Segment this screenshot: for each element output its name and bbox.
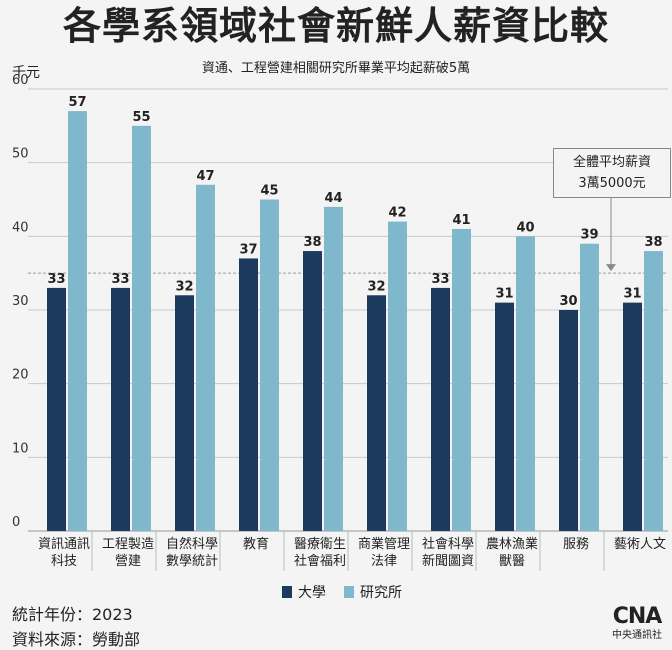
logo-text: 中央通訊社	[612, 630, 662, 641]
bar-graduate	[68, 111, 87, 531]
data-label-graduate: 41	[452, 213, 470, 228]
bar-university	[239, 258, 258, 531]
x-category-label: 資訊通訊	[38, 537, 90, 552]
y-tick-label: 20	[12, 368, 29, 383]
bar-university	[431, 287, 450, 531]
legend-label-graduate: 研究所	[360, 585, 402, 601]
x-category-label: 商業管理	[358, 536, 410, 552]
y-tick-label: 10	[12, 441, 29, 456]
bar-university	[175, 295, 194, 531]
data-label-university: 33	[47, 272, 65, 287]
bar-university	[47, 287, 66, 531]
bar-graduate	[516, 236, 535, 532]
bar-university	[367, 295, 386, 531]
data-label-graduate: 57	[68, 95, 86, 110]
x-category-label: 數學統計	[166, 553, 218, 569]
data-label-university: 30	[559, 294, 577, 309]
statistics-year: 統計年份：2023	[12, 605, 133, 624]
bar-university	[559, 310, 578, 531]
average-note-line-1: 全體平均薪資	[572, 155, 651, 170]
bar-graduate	[132, 125, 151, 531]
data-label-university: 32	[175, 279, 193, 294]
data-label-graduate: 45	[260, 184, 278, 199]
y-tick-label: 30	[12, 294, 29, 309]
cna-logo: CNA 中央通訊社	[606, 604, 668, 648]
data-source: 資料來源：勞動部	[12, 630, 141, 649]
chart-subtitle: 資通、工程營建相關研究所畢業平均起薪破5萬	[201, 61, 471, 76]
x-category-label: 農林漁業	[486, 536, 538, 552]
data-label-graduate: 38	[644, 235, 662, 250]
bar-graduate	[388, 221, 407, 531]
legend-item-university: 大學	[282, 582, 326, 602]
legend-swatch-graduate	[344, 586, 354, 598]
x-category-label: 教育	[243, 536, 269, 552]
legend-item-graduate: 研究所	[344, 582, 402, 602]
logo-mark: CNA	[612, 604, 663, 629]
data-label-graduate: 42	[388, 206, 406, 221]
x-category-label: 營建	[115, 554, 141, 569]
y-tick-label: 60	[12, 73, 29, 88]
bar-graduate	[196, 184, 215, 531]
x-category-label: 自然科學	[166, 536, 218, 552]
x-category-label: 新聞圖資	[422, 553, 474, 569]
bar-university	[111, 287, 130, 531]
data-label-graduate: 55	[132, 110, 150, 125]
y-tick-label: 50	[12, 147, 29, 162]
y-tick-label: 40	[12, 220, 29, 235]
data-label-graduate: 44	[324, 191, 342, 206]
x-category-label: 醫療衛生	[294, 537, 346, 552]
x-category-label: 藝術人文	[614, 537, 666, 552]
x-category-label: 工程製造	[102, 537, 154, 552]
note-arrow-head	[606, 264, 616, 272]
legend-label-university: 大學	[298, 585, 326, 601]
data-label-graduate: 39	[580, 228, 598, 243]
average-note-line-2: 3萬5000元	[578, 176, 646, 191]
bar-university	[495, 302, 514, 531]
x-category-label: 科技	[51, 554, 77, 569]
y-axis-unit: 千元	[12, 65, 40, 81]
average-salary-note: 全體平均薪資 3萬5000元	[553, 148, 671, 198]
data-label-university: 37	[239, 242, 257, 257]
x-category-label: 社會福利	[294, 553, 346, 569]
data-label-university: 33	[431, 272, 449, 287]
data-label-graduate: 47	[196, 169, 214, 184]
bar-graduate	[260, 199, 279, 531]
bar-graduate	[644, 251, 663, 532]
x-category-label: 法律	[371, 554, 397, 569]
data-label-university: 38	[303, 235, 321, 250]
bar-university	[623, 302, 642, 531]
y-tick-label: 0	[12, 515, 20, 530]
data-label-university: 31	[623, 287, 641, 302]
x-category-label: 服務	[563, 537, 589, 552]
data-label-graduate: 40	[516, 220, 534, 235]
legend-swatch-university	[282, 586, 292, 598]
chart-title: 各學系領域社會新鮮人薪資比較	[62, 4, 609, 48]
data-label-university: 31	[495, 287, 513, 302]
data-label-university: 33	[111, 272, 129, 287]
bar-graduate	[452, 228, 471, 531]
data-label-university: 32	[367, 279, 385, 294]
x-category-label: 獸醫	[499, 554, 525, 569]
bar-university	[303, 251, 322, 532]
bar-graduate	[580, 243, 599, 531]
bar-graduate	[324, 206, 343, 531]
x-category-label: 社會科學	[422, 536, 474, 552]
chart-legend: 大學 研究所	[282, 582, 420, 602]
